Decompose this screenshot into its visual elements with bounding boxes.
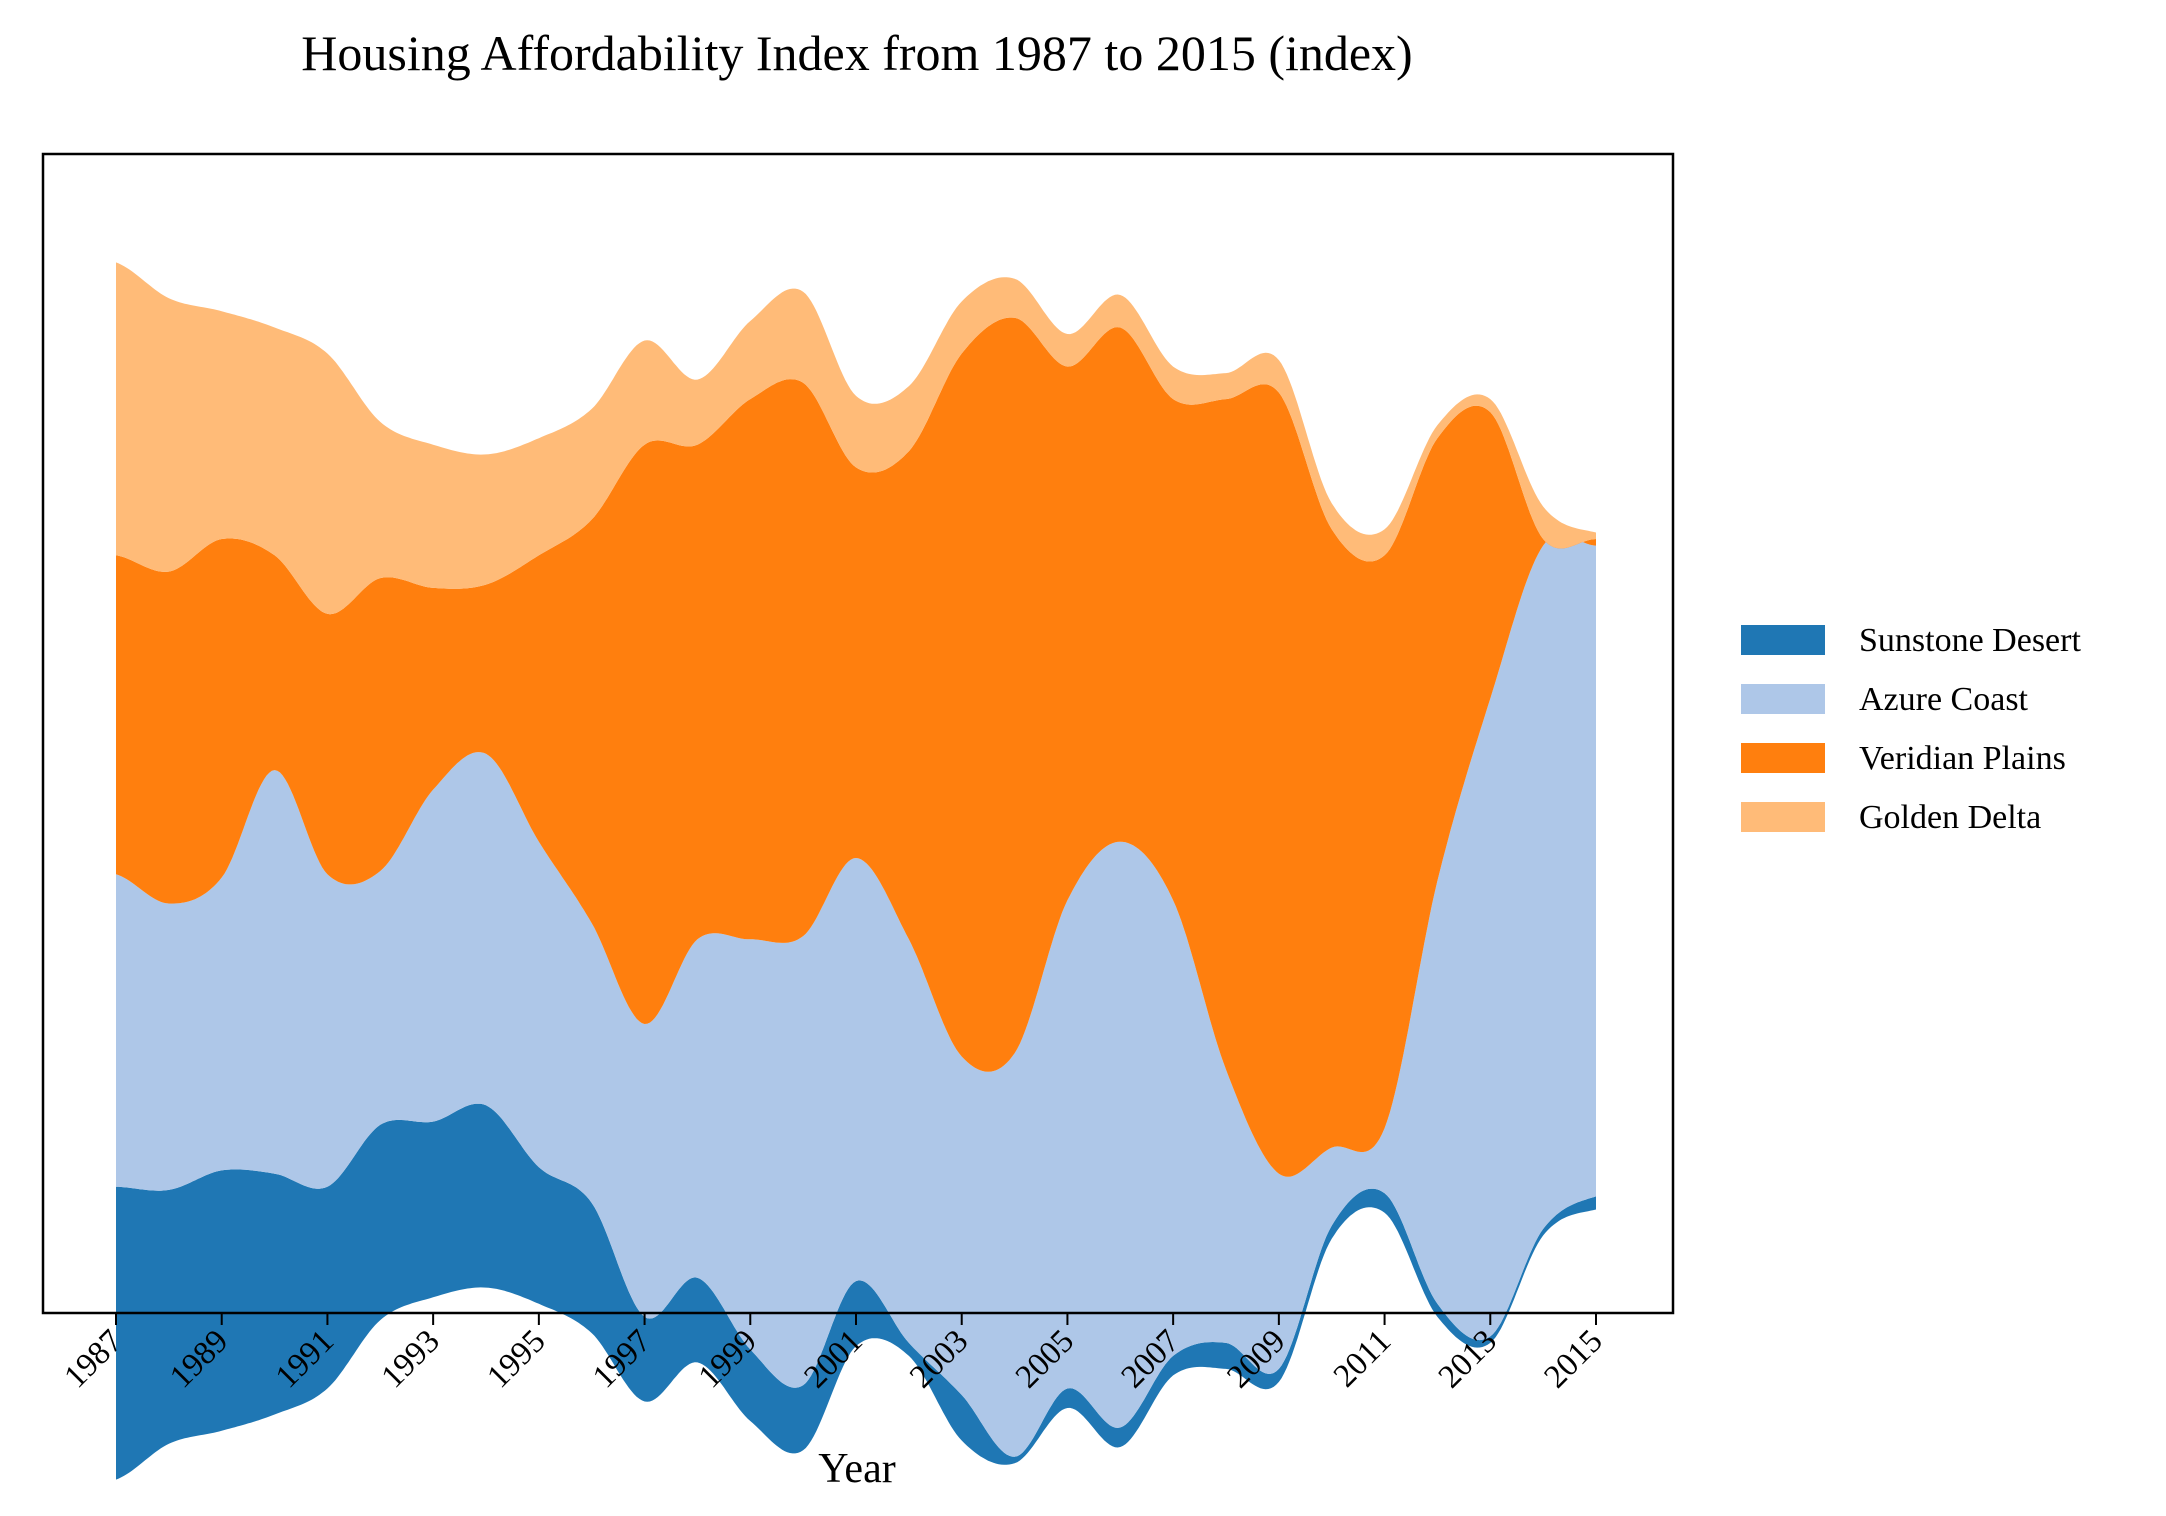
- stream-golden-delta: [116, 262, 1596, 615]
- legend-label: Sunstone Desert: [1859, 622, 2081, 659]
- legend-label: Azure Coast: [1859, 681, 2029, 718]
- chart-title: Housing Affordability Index from 1987 to…: [301, 25, 1412, 81]
- x-tick-label: 1995: [480, 1323, 552, 1395]
- legend-swatch: [1741, 802, 1825, 832]
- legend-label: Veridian Plains: [1859, 740, 2066, 777]
- x-tick-label: 2015: [1538, 1323, 1610, 1395]
- legend-label: Golden Delta: [1859, 799, 2041, 836]
- x-axis-label: Year: [818, 1446, 895, 1492]
- legend-swatch: [1741, 684, 1825, 714]
- stream-sunstone-desert: [116, 1103, 1596, 1480]
- stream-veridian-plains: [116, 317, 1596, 1177]
- legend: Sunstone Desert Azure Coast Veridian Plain…: [1741, 622, 2081, 836]
- stream-azure-coast: [116, 534, 1596, 1457]
- x-tick-label: 1993: [375, 1323, 447, 1395]
- x-tick-label: 2011: [1327, 1323, 1398, 1394]
- legend-swatch: [1741, 625, 1825, 655]
- stream-layers: [116, 262, 1596, 1480]
- plot-frame: [41, 152, 1675, 1315]
- legend-swatch: [1741, 743, 1825, 773]
